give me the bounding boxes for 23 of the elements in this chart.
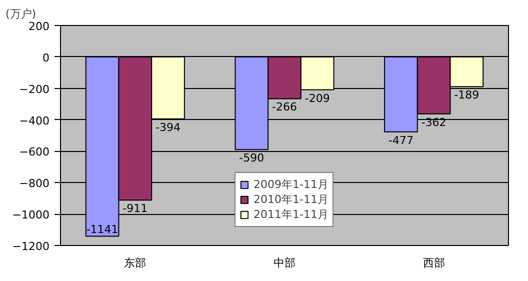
x-tick-label: 西部 <box>422 256 445 270</box>
y-tick-label: −600 <box>19 146 50 159</box>
data-label: -911 <box>122 202 148 216</box>
data-label: -590 <box>239 152 264 165</box>
y-tick-label: −1200 <box>12 240 50 253</box>
legend-label: 2009年1-11月 <box>254 177 328 192</box>
y-tick-label: −200 <box>19 82 50 96</box>
y-tick-label: 200 <box>28 20 50 33</box>
y-tick-label: −800 <box>19 177 50 190</box>
y-axis-title: (万户) <box>6 8 36 20</box>
data-label: -189 <box>454 88 480 102</box>
x-tick-label: 中部 <box>274 256 296 270</box>
y-tick-label: −1000 <box>12 208 50 222</box>
legend-label: 2010年1-11月 <box>254 192 328 207</box>
x-tick-label: 东部 <box>124 256 146 270</box>
data-label: -209 <box>304 92 330 105</box>
y-tick-label: 0 <box>42 51 50 64</box>
data-label: -394 <box>156 120 181 134</box>
data-label: -1141 <box>86 223 118 236</box>
data-label: -477 <box>388 134 414 147</box>
data-label: -266 <box>272 100 297 114</box>
y-tick-label: −400 <box>19 114 50 128</box>
legend-label: 2011年1-11月 <box>254 207 328 222</box>
